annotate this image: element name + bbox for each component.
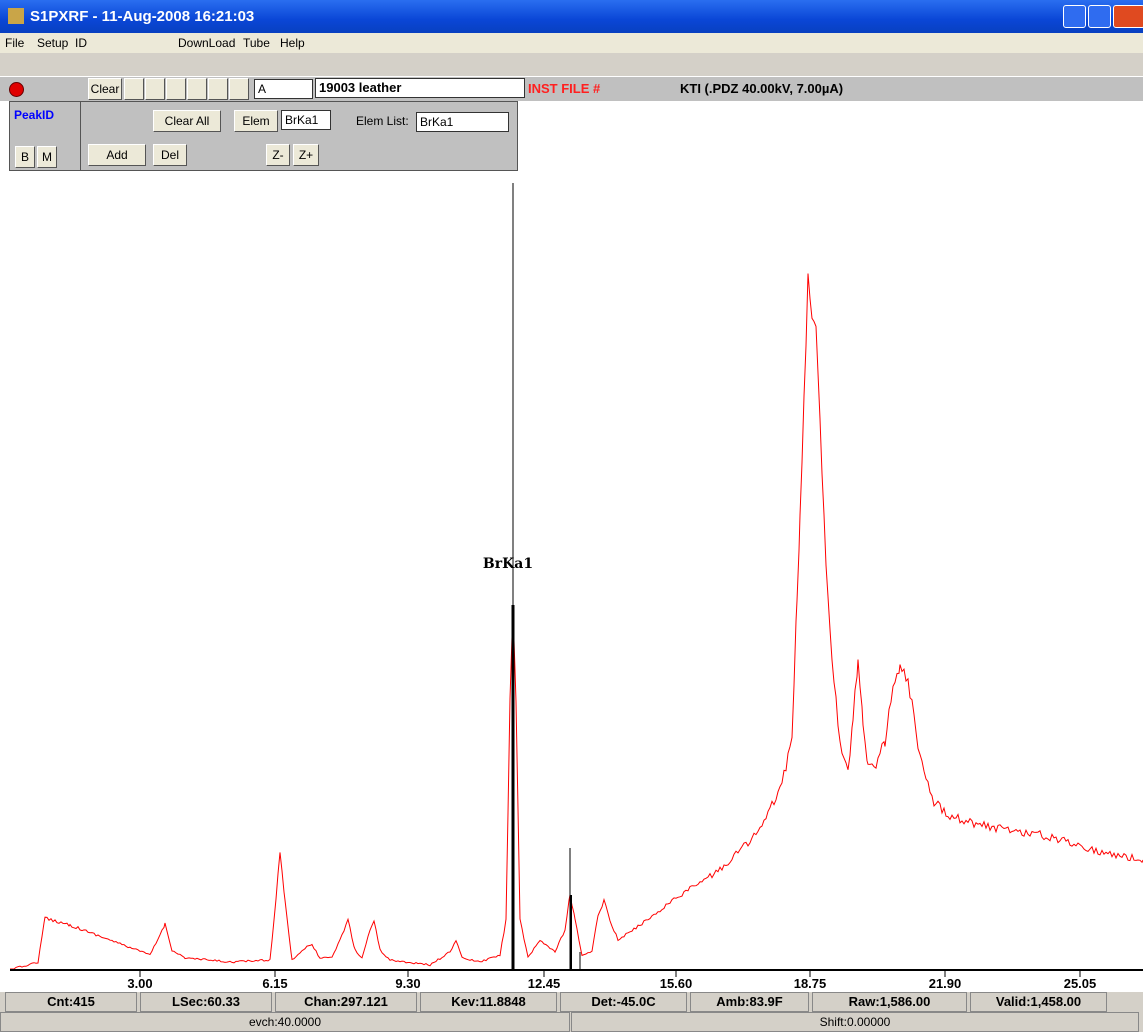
title-bar: S1PXRF - 11-Aug-2008 16:21:03 — [0, 0, 1143, 33]
status-cell: evch:40.0000 — [0, 1012, 570, 1032]
elem-input[interactable]: BrKa1 — [281, 110, 331, 130]
del-button[interactable]: Del — [153, 144, 187, 166]
status-cell: Valid:1,458.00 — [970, 992, 1107, 1012]
menu-item[interactable]: DownLoad — [178, 36, 236, 50]
status-cell: Amb:83.9F — [690, 992, 809, 1012]
x-tick-label: 3.00 — [127, 976, 152, 991]
x-tick-label: 25.05 — [1064, 976, 1097, 991]
x-tick-label: 18.75 — [794, 976, 827, 991]
tube-info: KTI (.PDZ 40.00kV, 7.00µA) — [680, 81, 844, 96]
icon-button[interactable] — [229, 78, 249, 100]
m-button[interactable]: M — [37, 146, 57, 168]
inst-file: INST FILE # — [528, 81, 601, 96]
status-cell: Shift:0.00000 — [571, 1012, 1139, 1032]
elem-list-combo[interactable]: BrKa1 — [416, 112, 509, 132]
x-tick-label: 12.45 — [528, 976, 561, 991]
elem-list-label: Elem List: — [356, 114, 409, 128]
menu-item[interactable]: Setup — [37, 36, 69, 50]
status-cell: LSec:60.33 — [140, 992, 272, 1012]
icon-button[interactable] — [124, 78, 144, 100]
menu-item[interactable]: Tube — [243, 36, 270, 50]
spectrum — [10, 273, 1143, 970]
app-icon — [8, 8, 24, 24]
peakid-title: PeakID — [14, 108, 55, 122]
add-button[interactable]: Add — [88, 144, 146, 166]
status-light — [9, 82, 24, 97]
icon-button[interactable] — [187, 78, 207, 100]
plot-area — [0, 101, 1143, 971]
x-tick-label: 9.30 — [395, 976, 420, 991]
axis-band — [0, 970, 1143, 992]
menu-item[interactable]: Help — [280, 36, 305, 50]
status-cell: Kev:11.8848 — [420, 992, 557, 1012]
clear-all-button[interactable]: Clear All — [153, 110, 221, 132]
x-tick-label: 21.90 — [929, 976, 962, 991]
elem-button[interactable]: Elem — [234, 110, 278, 132]
status-cell: Cnt:415 — [5, 992, 137, 1012]
z-minus-button[interactable]: Z- — [266, 144, 290, 166]
divider — [80, 102, 81, 170]
close-button[interactable] — [1113, 5, 1143, 28]
status-cell: Det:-45.0C — [560, 992, 687, 1012]
menu-item[interactable]: File — [5, 36, 25, 50]
menu-bar: File Setup ID DownLoad Tube Help — [0, 33, 1143, 53]
status-cell: Chan:297.121 — [275, 992, 417, 1012]
b-button[interactable]: B — [15, 146, 35, 168]
icon-button[interactable] — [166, 78, 186, 100]
sample-name[interactable]: 19003 leather — [315, 78, 525, 98]
x-tick-label: 6.15 — [262, 976, 287, 991]
maximize-button[interactable] — [1088, 5, 1111, 28]
peak-label: BrKa1 — [483, 556, 533, 572]
x-tick-label: 15.60 — [660, 976, 693, 991]
z-plus-button[interactable]: Z+ — [293, 144, 319, 166]
icon-button[interactable] — [208, 78, 228, 100]
peakid-panel: PeakID B M Clear All Elem BrKa1 Elem Lis… — [9, 101, 518, 171]
channel-combo[interactable]: A — [254, 79, 313, 99]
toolbar: Clear A 19003 leather INST FILE # KTI (.… — [0, 76, 1143, 101]
status-cell: Raw:1,586.00 — [812, 992, 967, 1012]
clear-button[interactable]: Clear — [88, 78, 122, 100]
icon-button[interactable] — [145, 78, 165, 100]
minimize-button[interactable] — [1063, 5, 1086, 28]
window-title: S1PXRF - 11-Aug-2008 16:21:03 — [30, 8, 255, 25]
menu-item[interactable]: ID — [75, 36, 87, 50]
